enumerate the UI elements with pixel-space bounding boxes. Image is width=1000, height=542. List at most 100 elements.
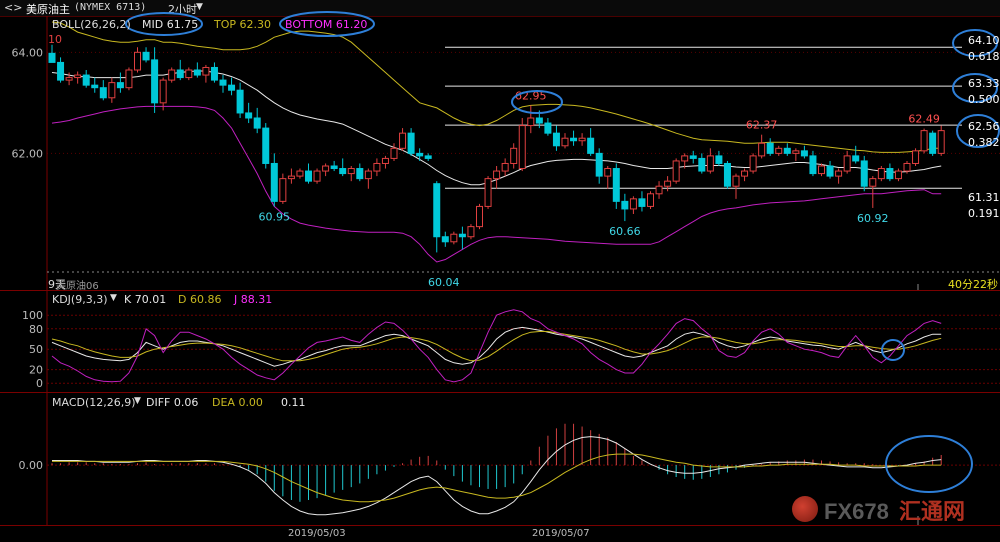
candle-body [860,160,868,187]
macd-diff-value: DIFF 0.06 [146,396,199,409]
kdj-k-value: K 70.01 [124,293,167,306]
candle-body [826,165,834,177]
candle-body [877,168,885,180]
candle-body [91,84,99,89]
candle-body [766,142,774,154]
candle-body [570,137,578,142]
candle-body [433,183,441,238]
watermark-cn: 汇通网 [898,499,965,524]
candle-body [621,200,629,210]
boll-bottom-value: BOTTOM 61.20 [285,18,368,31]
candle-body [330,165,338,170]
price-annotation: 60.92 [857,212,889,225]
candle-body [612,168,620,202]
boll-bottom-line [51,105,942,263]
candle-body [313,170,321,182]
candle-body [381,157,389,164]
watermark: FX678 汇通网 [824,494,965,526]
candle-body [339,168,347,175]
candle-body [57,61,65,81]
candle-body [527,117,535,127]
candle-body [587,137,595,154]
candle-body [689,155,697,159]
candle-body [450,233,458,243]
candle-body [920,130,928,152]
x-axis-label: 2019/05/07 [532,528,590,539]
candle-body [629,198,637,210]
candle-body [595,152,603,177]
candle-body [390,147,398,159]
candle-body [715,155,723,164]
candle-body [578,137,586,142]
highlight-bottom-ellipse [279,11,375,37]
candle-body [193,69,201,76]
macd-dea-line [52,453,942,503]
candle-body [441,236,449,243]
kdj-tick-label: 20 [29,364,43,377]
boll-mid-value: MID 61.75 [142,18,199,31]
kdj-tick-label: 0 [36,377,43,390]
highlight-mid-ellipse [125,12,203,36]
fx678-logo-icon [792,496,818,522]
kdj-tick-label: 80 [29,323,43,336]
countdown-timer: 40分22秒 [948,278,998,291]
candle-body [373,162,381,172]
candle-body [647,193,654,207]
back-forward-icon[interactable]: <> [4,1,23,14]
candle-body [458,233,466,238]
candle-body [296,170,304,177]
boll-top-value: TOP 62.30 [214,18,271,31]
candle-body [236,89,244,114]
kdj-tick-label: 100 [22,309,43,322]
candle-body [852,155,860,162]
instrument-name: 美原油主 [26,3,70,16]
candle-body [65,77,73,81]
candle-body [835,170,843,177]
chevron-down-icon[interactable]: ▼ [110,293,117,303]
candle-body [399,132,407,149]
axis-top-value: 10 [48,33,62,46]
candle-body [467,226,475,238]
candle-body [912,150,920,164]
candle-body [655,185,663,195]
chevron-down-icon[interactable]: ▼ [134,396,141,406]
macd-dea-value: DEA 0.00 [212,396,263,409]
candle-body [664,180,672,187]
candle-body [869,178,877,187]
fib-ratio-label: 0.191 [968,207,1000,220]
candle-body [672,160,680,182]
candle-body [407,132,415,154]
candle-body [894,170,902,180]
candle-body [604,168,612,177]
candle-body [741,170,749,177]
candle-body [74,74,82,79]
macd-name: MACD(12,26,9) [52,396,136,409]
price-tick-label: 64.00 [12,46,44,59]
chevron-down-icon[interactable]: ▼ [196,2,203,12]
candle-body [270,162,278,202]
fib-ratio-label: 0.618 [968,50,1000,63]
candle-body [347,168,355,175]
price-annotation: 62.49 [908,113,940,126]
candle-body [142,51,150,61]
candle-body [99,87,107,99]
candle-body [723,162,731,187]
candle-body [535,117,543,124]
candle-body [758,142,766,157]
low-price-marker: 60.04 [428,276,460,289]
kdj-d-line [51,331,942,362]
fib-ratio-label: 0.500 [968,93,1000,106]
candle-body [493,170,501,180]
candle-body [168,69,176,81]
fib-price-label: 62.56 [968,120,1000,133]
candle-body [792,150,800,154]
candle-body [82,74,90,86]
sub-instrument-label: 美原油06 [56,281,99,292]
candle-body [818,165,825,175]
highlight-kdj-ellipse [881,339,905,361]
candle-body [809,155,817,175]
candle-body [698,157,706,172]
price-tick-label: 62.00 [12,147,44,160]
candle-body [219,79,227,86]
candle-body [544,122,552,134]
